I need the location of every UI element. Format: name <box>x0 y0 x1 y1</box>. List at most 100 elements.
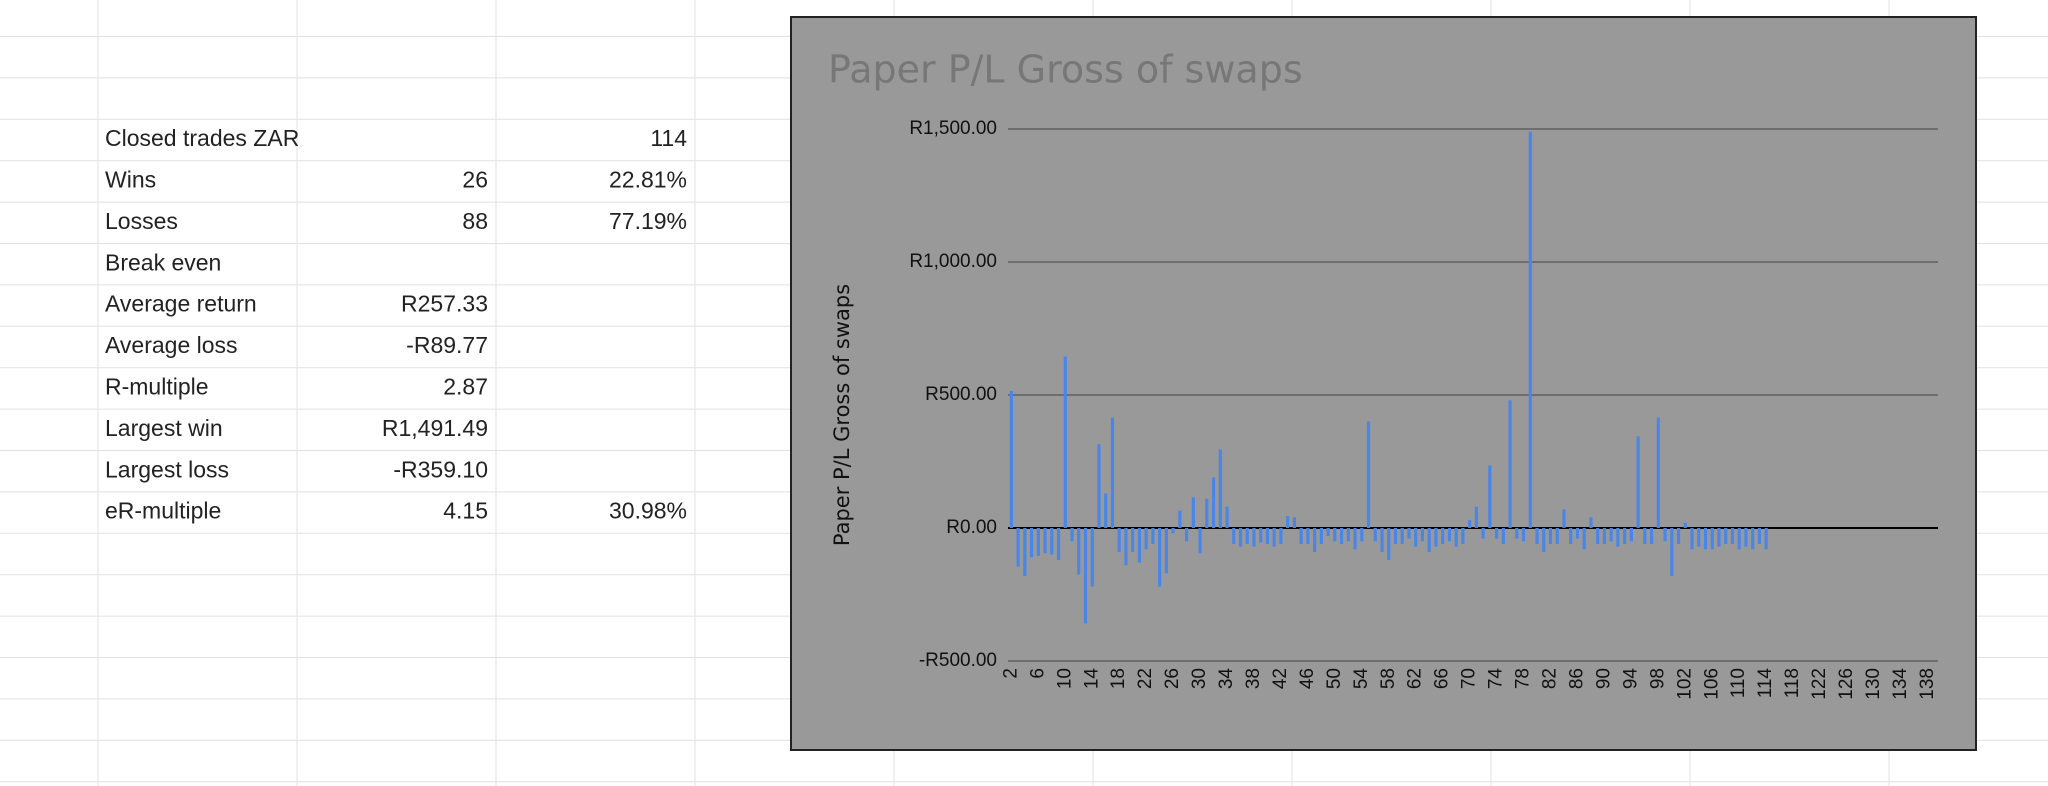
x-tick-label: 130 <box>1863 668 1884 700</box>
table: Closed trades ZAR 114 Wins 26 22.81% Losses 88… <box>105 125 687 524</box>
bar <box>1313 528 1317 552</box>
bar <box>1137 528 1142 563</box>
bar <box>1542 528 1546 552</box>
x-tick-label: 22 <box>1135 668 1156 689</box>
bar <box>1184 528 1189 542</box>
bar <box>1373 528 1377 542</box>
bar <box>1420 528 1425 542</box>
x-tick-label: 30 <box>1189 668 1210 689</box>
cell-value: -R89.77 <box>406 332 488 358</box>
bar <box>1454 528 1458 547</box>
chart-title: Paper P/L Gross of swaps <box>828 48 1303 92</box>
x-tick-label: 34 <box>1216 668 1237 690</box>
x-tick-label: 58 <box>1378 668 1399 689</box>
bar <box>1528 131 1532 528</box>
bar <box>1656 417 1660 528</box>
bar <box>1245 528 1249 544</box>
cell-label: Largest win <box>105 415 223 441</box>
cell-label: Average return <box>105 291 257 317</box>
x-tick-label: 26 <box>1162 668 1183 689</box>
bar <box>1636 436 1640 528</box>
bar <box>1441 528 1445 544</box>
bar <box>1393 528 1398 544</box>
bar <box>1703 528 1708 550</box>
bar <box>1548 528 1553 544</box>
bar <box>1292 517 1297 528</box>
x-tick-label: 42 <box>1270 668 1291 689</box>
x-tick-label: 106 <box>1701 668 1722 700</box>
bar <box>1238 528 1243 547</box>
bar <box>1090 528 1094 587</box>
bar <box>1683 522 1687 528</box>
bar <box>1643 528 1647 544</box>
cell-label: eR-multiple <box>105 498 221 524</box>
bar <box>1400 528 1404 544</box>
x-tick-label: 38 <box>1243 668 1264 689</box>
x-tick-label: 6 <box>1027 668 1048 679</box>
bar <box>1077 528 1081 575</box>
bar <box>1360 528 1364 542</box>
bar <box>1339 528 1344 544</box>
bar <box>1737 528 1741 550</box>
bar <box>1346 528 1350 542</box>
cell-value: 4.15 <box>443 498 488 524</box>
bar <box>1286 516 1290 528</box>
bar <box>1764 528 1768 550</box>
bar <box>1488 465 1492 528</box>
cell-value: 114 <box>650 125 687 151</box>
y-tick-label: R500.00 <box>925 384 997 405</box>
cell-label: Losses <box>105 208 178 234</box>
bar <box>1158 528 1162 587</box>
bar <box>1697 528 1701 547</box>
bar <box>1232 528 1236 544</box>
bar <box>1225 506 1229 528</box>
y-tick-label: -R500.00 <box>919 650 997 671</box>
cell-value: 26 <box>462 166 488 192</box>
bar <box>1724 528 1728 544</box>
y-tick-label: R1,500.00 <box>909 118 997 139</box>
bar <box>1198 528 1202 554</box>
cell-label: Break even <box>105 249 221 275</box>
x-tick-label: 98 <box>1647 668 1668 689</box>
bar <box>1676 528 1681 544</box>
bar <box>1333 528 1337 542</box>
y-axis-title: Paper P/L Gross of swaps <box>830 284 854 546</box>
x-tick-label: 90 <box>1593 668 1614 689</box>
bar <box>1407 528 1411 539</box>
x-tick-label: 102 <box>1674 668 1695 700</box>
cell-label: Wins <box>105 166 156 192</box>
bar <box>1319 528 1323 544</box>
bar <box>1461 528 1465 544</box>
y-tick-label: R0.00 <box>946 517 997 538</box>
bar <box>1063 356 1067 528</box>
bar <box>1023 528 1027 576</box>
bar <box>1353 528 1357 550</box>
bar <box>1569 528 1573 544</box>
y-tick-label: R1,000.00 <box>909 251 997 272</box>
bar <box>1144 528 1148 550</box>
bar <box>1663 528 1667 542</box>
bar <box>1110 417 1115 528</box>
bar <box>1751 528 1755 550</box>
cell-label: R-multiple <box>105 373 209 399</box>
bar <box>1083 528 1088 624</box>
bar <box>1757 528 1762 544</box>
bar <box>1609 528 1613 542</box>
x-tick-label: 50 <box>1324 668 1345 689</box>
bar <box>1178 510 1182 528</box>
bar <box>1306 528 1310 544</box>
x-tick-label: 2 <box>1000 668 1021 679</box>
cell-value: -R359.10 <box>393 456 488 482</box>
bar <box>1508 400 1512 528</box>
x-tick-label: 134 <box>1890 668 1911 700</box>
bar <box>1326 528 1330 536</box>
bar <box>1279 528 1283 544</box>
bar <box>1218 449 1222 528</box>
x-tick-label: 86 <box>1566 668 1587 689</box>
bar <box>1710 528 1714 550</box>
x-tick-label: 114 <box>1755 668 1776 699</box>
bar <box>1649 528 1654 544</box>
x-tick-label: 110 <box>1728 668 1749 698</box>
